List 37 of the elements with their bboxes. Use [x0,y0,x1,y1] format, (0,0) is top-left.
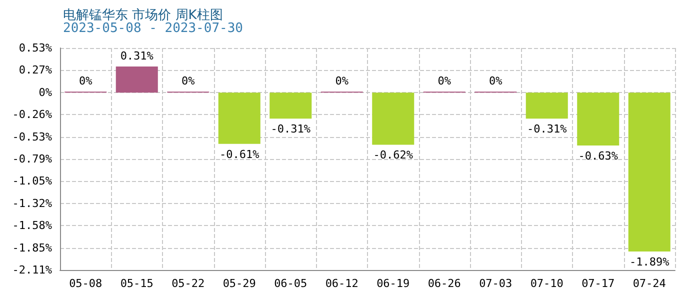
y-tick-label: 0.27% [18,63,52,76]
chart-title: 电解锰华东 市场价 周K柱图 [63,8,223,23]
x-tick-label: 06-12 [325,277,358,290]
x-tick-label: 06-26 [428,277,461,290]
x-tick-label: 06-05 [274,277,308,290]
x-tick-label: 05-22 [172,277,205,290]
y-tick-label: -1.32% [12,197,52,210]
y-tick-label: -0.79% [12,152,52,166]
data-label: -0.31% [527,122,568,136]
data-label: 0% [79,74,93,88]
x-tick-label: 07-10 [530,277,564,290]
data-label: -0.31% [270,122,311,136]
data-label: -0.63% [578,150,618,163]
chart-subtitle: 2023-05-08 - 2023-07-30 [63,21,244,36]
y-tick-label: 0% [38,86,52,100]
x-tick-label: 05-29 [222,277,256,290]
x-tick-label: 07-17 [582,277,615,290]
y-tick-label: -1.05% [12,174,52,188]
data-label: -1.89% [630,256,670,268]
data-label: 0.31% [120,50,154,62]
data-label: 0% [489,74,503,88]
y-tick-label: -0.26% [12,108,52,121]
y-tick-label: -0.53% [12,130,52,144]
data-label: -0.61% [220,148,260,161]
data-label: -0.62% [373,148,414,162]
x-tick-label: 06-19 [376,277,410,290]
x-tick-label: 07-03 [479,277,512,290]
y-tick-label: -1.58% [12,218,52,232]
y-tick-label: -1.85% [12,242,52,255]
y-tick-label: 0.53% [18,42,52,54]
data-label: 0% [182,74,196,88]
x-tick-label: 07-24 [632,277,666,290]
data-label: 0% [438,74,452,88]
y-tick-label: -2.11% [12,264,52,276]
x-tick-label: 05-08 [69,277,102,290]
data-label: 0% [335,74,349,88]
x-tick-label: 05-15 [120,277,154,290]
